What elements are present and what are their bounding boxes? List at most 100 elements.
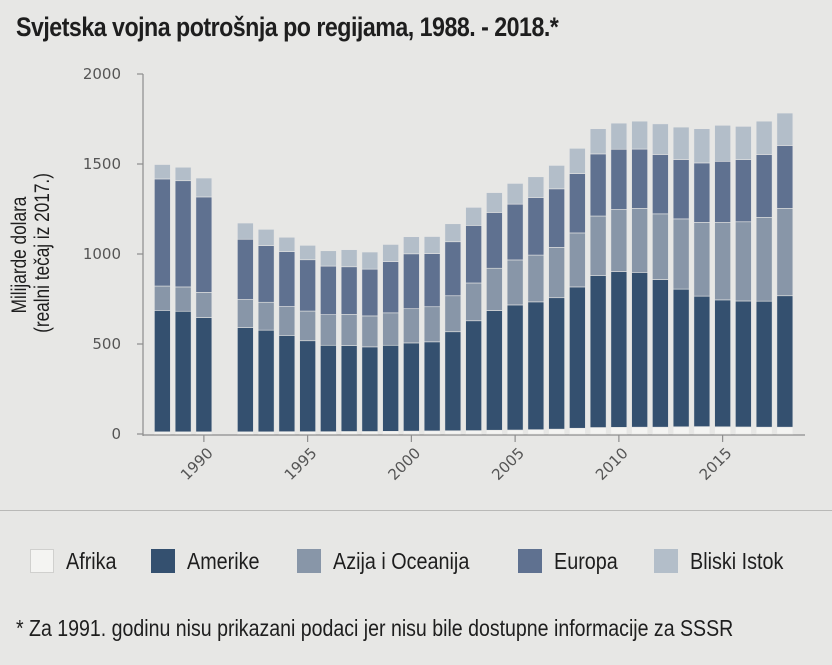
bar-segment bbox=[631, 426, 648, 435]
bar-segment bbox=[693, 222, 711, 297]
bar-segment bbox=[257, 245, 275, 303]
legend-item: Bliski Istok bbox=[653, 548, 791, 575]
bar-segment bbox=[610, 271, 628, 428]
bar-segment bbox=[548, 428, 565, 435]
bar-segment bbox=[465, 320, 482, 431]
bar-segment bbox=[361, 315, 379, 348]
bar-segment bbox=[672, 218, 690, 290]
bar-segment bbox=[527, 301, 545, 430]
x-tick-label: 2015 bbox=[696, 444, 736, 484]
bar-segment bbox=[776, 145, 794, 209]
bar-segment bbox=[278, 335, 296, 432]
bar-segment bbox=[486, 429, 503, 435]
bar-segment bbox=[237, 222, 254, 240]
bar-segment bbox=[548, 188, 565, 248]
legend-swatch bbox=[297, 549, 322, 573]
bar-segment bbox=[382, 244, 399, 262]
bar-segment bbox=[589, 153, 607, 217]
legend-label: Azija i Oceanija bbox=[333, 547, 470, 574]
bar-segment bbox=[714, 299, 731, 428]
bar-segment bbox=[257, 329, 275, 433]
legend-label: Afrika bbox=[66, 547, 117, 574]
x-tick-label: 1990 bbox=[177, 444, 217, 484]
bar-segment bbox=[693, 426, 711, 435]
bar-segment bbox=[257, 301, 275, 331]
bar-segment bbox=[278, 236, 296, 252]
bar-segment bbox=[735, 426, 752, 435]
legend-swatch bbox=[30, 549, 54, 573]
bar-segment bbox=[361, 346, 379, 432]
bar-segment bbox=[382, 261, 399, 314]
bar-segment bbox=[735, 221, 752, 302]
bar-segment bbox=[403, 342, 420, 432]
legend-swatch bbox=[653, 549, 678, 573]
bar-segment bbox=[631, 272, 648, 428]
bar-segment bbox=[174, 431, 192, 435]
legend-item: Europa bbox=[517, 547, 620, 575]
bar-segment bbox=[527, 254, 545, 303]
bar-segment bbox=[610, 427, 628, 435]
bar-segment bbox=[589, 215, 607, 276]
bar-segment bbox=[465, 430, 482, 435]
bar-segment bbox=[755, 426, 773, 435]
bar-segment bbox=[174, 180, 192, 288]
bar-segment bbox=[174, 310, 192, 433]
bar-segment bbox=[257, 431, 275, 435]
bar-segment bbox=[444, 331, 462, 432]
bar-segment bbox=[776, 295, 794, 428]
x-tick-label: 2010 bbox=[592, 444, 632, 484]
bar-segment bbox=[237, 238, 254, 300]
x-tick-label: 2000 bbox=[384, 444, 424, 484]
bar-segment bbox=[340, 431, 358, 435]
bar-segment bbox=[423, 236, 441, 254]
bar-segment bbox=[652, 426, 669, 435]
bar-segment bbox=[299, 431, 316, 435]
bar-segment bbox=[403, 253, 420, 310]
bar-segment bbox=[776, 112, 794, 146]
bar-segment bbox=[278, 251, 296, 307]
legend-item: Azija i Oceanija bbox=[297, 548, 484, 575]
bar-segment bbox=[755, 217, 773, 302]
bar-segment bbox=[423, 306, 441, 343]
y-tick-label: 1000 bbox=[83, 245, 121, 263]
bar-segment bbox=[361, 431, 379, 435]
bar-segment bbox=[444, 295, 462, 333]
bar-segment bbox=[320, 314, 337, 346]
bar-segment bbox=[589, 128, 607, 155]
bar-segment bbox=[527, 197, 545, 256]
y-tick-label: 0 bbox=[111, 425, 121, 443]
bar-segment bbox=[299, 340, 316, 432]
bar-segment bbox=[403, 430, 420, 435]
legend-swatch bbox=[517, 549, 542, 573]
bar-segment bbox=[444, 241, 462, 297]
bar-segment bbox=[506, 304, 524, 431]
bar-segment bbox=[693, 128, 711, 164]
bar-segment bbox=[569, 232, 586, 288]
bar-segment bbox=[195, 292, 213, 318]
bar-segment bbox=[652, 154, 669, 215]
bar-segment bbox=[631, 120, 648, 150]
y-tick-label: 1500 bbox=[83, 155, 121, 173]
bar-segment bbox=[714, 426, 731, 435]
bar-segment bbox=[195, 177, 213, 198]
bar-segment bbox=[486, 267, 503, 311]
legend-label: Europa bbox=[553, 547, 618, 574]
bar-segment bbox=[506, 429, 524, 435]
bar-segment bbox=[465, 282, 482, 322]
bar-segment bbox=[527, 176, 545, 198]
bar-segment bbox=[610, 148, 628, 210]
chart-title: Svjetska vojna potrošnja po regijama, 19… bbox=[16, 12, 559, 42]
footnote: * Za 1991. godinu nisu prikazani podaci … bbox=[16, 615, 734, 641]
bar-segment bbox=[506, 203, 524, 261]
bar-segment bbox=[672, 426, 690, 435]
bar-segment bbox=[320, 250, 337, 267]
bar-segment bbox=[735, 126, 752, 160]
bar-segment bbox=[569, 148, 586, 174]
y-tick-label: 500 bbox=[92, 335, 121, 353]
bar-segment bbox=[486, 310, 503, 431]
bar-segment bbox=[714, 222, 731, 301]
bar-segment bbox=[569, 173, 586, 234]
bar-segment bbox=[340, 345, 358, 432]
bar-segment bbox=[154, 164, 171, 180]
legend-item: Afrika bbox=[30, 548, 117, 575]
